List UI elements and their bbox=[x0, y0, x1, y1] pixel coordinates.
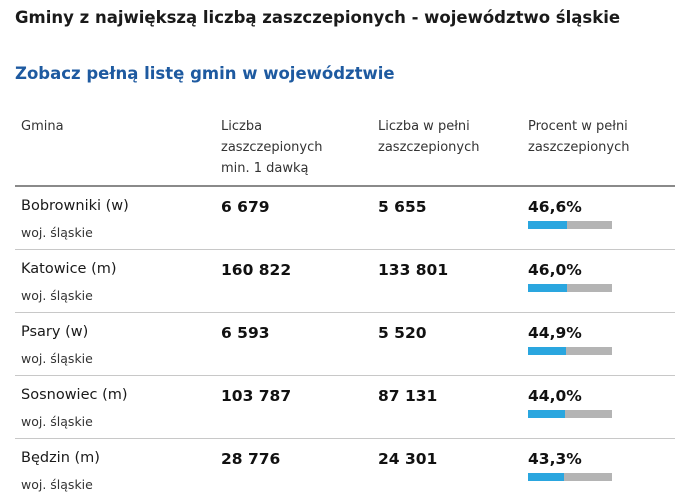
percent-bar-fill bbox=[528, 221, 568, 229]
percent-bar-fill bbox=[528, 410, 565, 418]
full-count: 5 655 bbox=[378, 198, 427, 216]
column-header-dose1-line: min. 1 dawką bbox=[221, 161, 309, 176]
percent-bar bbox=[528, 347, 612, 355]
full-count: 133 801 bbox=[378, 261, 449, 279]
column-header-dose1-line: Liczba bbox=[221, 119, 263, 134]
full-count: 24 301 bbox=[378, 450, 438, 468]
column-header-percent: Procent w pełni zaszczepionych bbox=[528, 116, 658, 158]
percent-bar bbox=[528, 473, 612, 481]
full-list-link[interactable]: Zobacz pełną listę gmin w województwie bbox=[15, 64, 395, 83]
column-header-dose1: Liczba zaszczepionych min. 1 dawką bbox=[221, 116, 351, 179]
table-row: Będzin (m) woj. śląskie 28 776 24 301 43… bbox=[15, 439, 675, 501]
column-header-full-line: Liczba w pełni bbox=[378, 119, 470, 134]
voivodeship-label: woj. śląskie bbox=[21, 477, 93, 492]
table-body: Bobrowniki (w) woj. śląskie 6 679 5 655 … bbox=[15, 187, 675, 501]
voivodeship-label: woj. śląskie bbox=[21, 351, 93, 366]
column-header-gmina: Gmina bbox=[21, 116, 171, 137]
dose1-count: 6 679 bbox=[221, 198, 270, 216]
table-row: Katowice (m) woj. śląskie 160 822 133 80… bbox=[15, 250, 675, 313]
full-count: 87 131 bbox=[378, 387, 438, 405]
percent-bar bbox=[528, 410, 612, 418]
dose1-count: 103 787 bbox=[221, 387, 292, 405]
percent-bar bbox=[528, 221, 612, 229]
percent-bar-fill bbox=[528, 284, 567, 292]
column-header-full-line: zaszczepionych bbox=[378, 140, 480, 155]
percent-value: 44,0% bbox=[528, 387, 582, 405]
full-count: 5 520 bbox=[378, 324, 427, 342]
gmina-name: Bobrowniki (w) bbox=[21, 198, 129, 214]
voivodeship-label: woj. śląskie bbox=[21, 288, 93, 303]
header-divider bbox=[15, 185, 675, 187]
dose1-count: 160 822 bbox=[221, 261, 292, 279]
dose1-count: 28 776 bbox=[221, 450, 281, 468]
column-header-percent-line: zaszczepionych bbox=[528, 140, 630, 155]
gmina-name: Będzin (m) bbox=[21, 450, 100, 466]
column-header-full: Liczba w pełni zaszczepionych bbox=[378, 116, 508, 158]
percent-bar bbox=[528, 284, 612, 292]
percent-value: 44,9% bbox=[528, 324, 582, 342]
dose1-count: 6 593 bbox=[221, 324, 270, 342]
column-header-gmina-text: Gmina bbox=[21, 119, 64, 134]
percent-bar-fill bbox=[528, 473, 565, 481]
percent-value: 46,0% bbox=[528, 261, 582, 279]
page-title: Gminy z największą liczbą zaszczepionych… bbox=[15, 8, 621, 27]
voivodeship-label: woj. śląskie bbox=[21, 414, 93, 429]
percent-value: 46,6% bbox=[528, 198, 582, 216]
percent-bar-fill bbox=[528, 347, 566, 355]
column-header-dose1-line: zaszczepionych bbox=[221, 140, 323, 155]
column-header-percent-line: Procent w pełni bbox=[528, 119, 628, 134]
table-row: Sosnowiec (m) woj. śląskie 103 787 87 13… bbox=[15, 376, 675, 439]
gmina-name: Katowice (m) bbox=[21, 261, 117, 277]
table-row: Bobrowniki (w) woj. śląskie 6 679 5 655 … bbox=[15, 187, 675, 250]
gmina-name: Psary (w) bbox=[21, 324, 89, 340]
table-header: Gmina Liczba zaszczepionych min. 1 dawką… bbox=[15, 116, 675, 186]
voivodeship-label: woj. śląskie bbox=[21, 225, 93, 240]
gmina-name: Sosnowiec (m) bbox=[21, 387, 128, 403]
percent-value: 43,3% bbox=[528, 450, 582, 468]
table-row: Psary (w) woj. śląskie 6 593 5 520 44,9% bbox=[15, 313, 675, 376]
